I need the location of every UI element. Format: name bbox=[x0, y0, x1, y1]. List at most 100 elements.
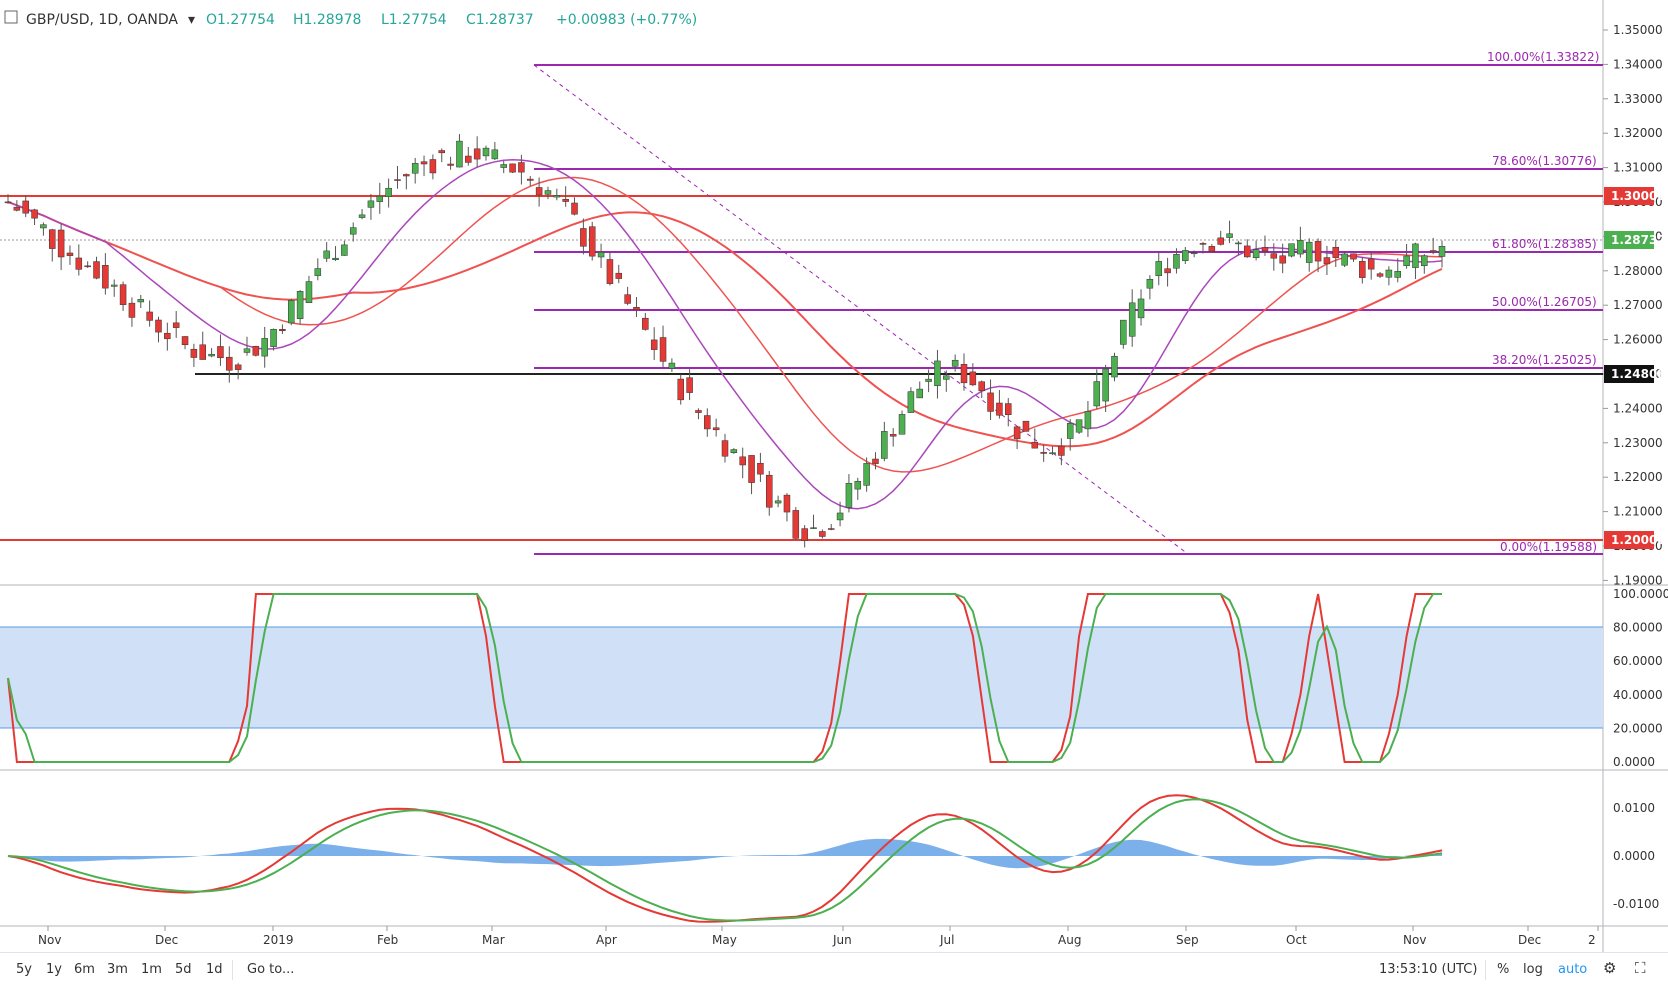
ohlc-open: O1.27754 bbox=[206, 12, 275, 28]
candle-body bbox=[659, 337, 667, 362]
settings-gear-icon[interactable]: ⚙ bbox=[1603, 959, 1617, 977]
candle-body bbox=[827, 528, 835, 530]
candle-body bbox=[491, 149, 499, 160]
price-tick: 1.31000 bbox=[1613, 161, 1663, 175]
range-1m-button[interactable]: 1m bbox=[141, 962, 162, 977]
candle-body bbox=[332, 257, 339, 261]
candle-body bbox=[146, 311, 153, 321]
candle-body bbox=[341, 244, 348, 256]
candle-body bbox=[925, 378, 932, 382]
candle-body bbox=[102, 265, 109, 289]
stochastic-tick: 0.0000 bbox=[1613, 755, 1655, 769]
time-tick: Sep bbox=[1176, 933, 1199, 947]
candle-body bbox=[40, 224, 47, 229]
candle-body bbox=[1128, 302, 1136, 337]
candle-body bbox=[1429, 250, 1437, 253]
candle-body bbox=[819, 531, 826, 537]
candle-body bbox=[217, 346, 224, 359]
candle-body bbox=[57, 229, 65, 258]
fib-label-100: 100.00%(1.33822) bbox=[1487, 50, 1599, 64]
candle-body bbox=[624, 294, 631, 304]
candle-body bbox=[314, 268, 322, 276]
price-tick: 1.22000 bbox=[1613, 470, 1663, 484]
candle-body bbox=[31, 209, 38, 219]
price-tick: 1.19000 bbox=[1613, 573, 1663, 587]
candle-body bbox=[509, 163, 516, 173]
candle-body bbox=[1040, 452, 1047, 454]
fib-label-382: 38.20%(1.25025) bbox=[1492, 353, 1597, 367]
candle-body bbox=[677, 378, 684, 401]
candle-body bbox=[429, 159, 437, 174]
candle-body bbox=[252, 346, 260, 356]
candle-body bbox=[199, 344, 206, 360]
candle-body bbox=[960, 364, 968, 384]
auto-toggle[interactable]: auto bbox=[1558, 962, 1588, 977]
candle-body bbox=[84, 265, 91, 268]
candle-body bbox=[1235, 242, 1242, 245]
candle-body bbox=[588, 226, 596, 257]
candle-body bbox=[66, 252, 74, 256]
price-axis[interactable]: 1.35000 1.34000 1.33000 1.32000 1.31000 1.300… bbox=[1603, 23, 1663, 587]
fibonacci-retracement[interactable] bbox=[533, 64, 1603, 555]
candle-body bbox=[854, 481, 862, 490]
candle-body bbox=[1155, 261, 1162, 277]
price-badge-1-20: 1.20000 bbox=[1604, 531, 1666, 549]
symbol-title[interactable]: GBP/USD, 1D, OANDA bbox=[26, 12, 178, 28]
candle-body bbox=[712, 427, 720, 431]
goto-button[interactable]: Go to... bbox=[247, 962, 295, 977]
candle-body bbox=[943, 375, 950, 380]
candle-body bbox=[1075, 419, 1083, 433]
range-1d-button[interactable]: 1d bbox=[206, 962, 223, 977]
range-3m-button[interactable]: 3m bbox=[107, 962, 128, 977]
svg-text:1.20000: 1.20000 bbox=[1611, 533, 1666, 547]
log-toggle[interactable]: log bbox=[1523, 962, 1543, 977]
candle-body bbox=[1120, 319, 1127, 345]
price-badge-current: 1.28737 bbox=[1604, 231, 1666, 249]
candle-body bbox=[110, 284, 118, 287]
candle-body bbox=[456, 140, 463, 168]
candle-body bbox=[323, 250, 330, 259]
candle-body bbox=[164, 332, 171, 340]
range-1y-button[interactable]: 1y bbox=[46, 962, 62, 977]
candle-body bbox=[1323, 257, 1331, 265]
chart-canvas[interactable]: GBP/USD, 1D, OANDA ▾ O1.27754 H1.28978 L… bbox=[0, 0, 1668, 952]
candle-body bbox=[261, 338, 268, 357]
candle-body bbox=[1093, 381, 1101, 407]
candle-body bbox=[907, 391, 915, 413]
candle-body bbox=[1252, 249, 1260, 258]
candle-body bbox=[1350, 253, 1357, 260]
candle-body bbox=[1367, 258, 1375, 270]
candle-body bbox=[881, 431, 888, 459]
price-badge-1-248: 1.24801 bbox=[1604, 365, 1666, 383]
range-5d-button[interactable]: 5d bbox=[175, 962, 192, 977]
candle-body bbox=[1359, 261, 1366, 278]
fib-label-0: 0.00%(1.19588) bbox=[1500, 540, 1597, 554]
candle-body bbox=[1261, 247, 1269, 252]
candle-body bbox=[863, 463, 870, 486]
candle-body bbox=[766, 474, 773, 508]
time-axis[interactable]: Nov Dec 2019 Feb Mar Apr May Jun Jul Aug Sep Oct Nov… bbox=[38, 926, 1599, 947]
candle-body bbox=[1279, 255, 1286, 264]
price-candles[interactable] bbox=[4, 134, 1446, 548]
candle-body bbox=[987, 392, 994, 412]
svg-text:1.28737: 1.28737 bbox=[1611, 233, 1666, 247]
range-6m-button[interactable]: 6m bbox=[74, 962, 95, 977]
stochastic-tick: 20.0000 bbox=[1613, 721, 1663, 735]
fib-label-50: 50.00%(1.26705) bbox=[1492, 295, 1597, 309]
candle-body bbox=[234, 364, 242, 370]
candle-body bbox=[748, 455, 755, 483]
percent-toggle[interactable]: % bbox=[1497, 962, 1510, 977]
candle-body bbox=[13, 206, 21, 211]
range-5y-button[interactable]: 5y bbox=[16, 962, 32, 977]
candle-body bbox=[978, 381, 985, 392]
candle-body bbox=[1182, 250, 1189, 261]
interval-dropdown-icon[interactable]: ▾ bbox=[188, 12, 195, 28]
time-tick: Apr bbox=[596, 933, 617, 947]
fib-label-786: 78.60%(1.30776) bbox=[1492, 154, 1597, 168]
symbol-grid-icon[interactable] bbox=[4, 10, 18, 24]
candle-body bbox=[836, 512, 844, 521]
candle-body bbox=[1164, 268, 1171, 274]
fullscreen-icon[interactable]: ⛶ bbox=[1635, 959, 1646, 977]
utc-time[interactable]: 13:53:10 (UTC) bbox=[1379, 962, 1478, 977]
candle-body bbox=[1226, 233, 1233, 238]
